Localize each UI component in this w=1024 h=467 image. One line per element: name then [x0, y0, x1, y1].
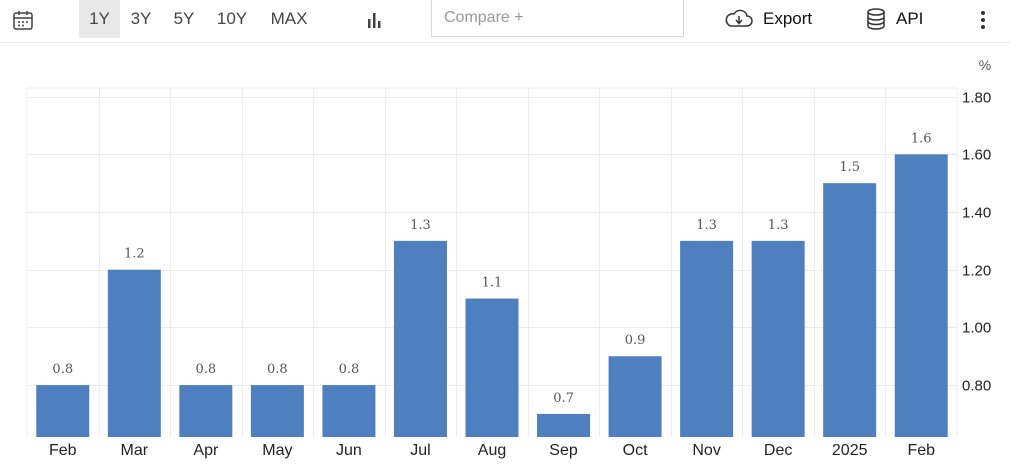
data-labels: 0.8 1.2 0.8 0.8 0.8 1.3 1.1 0.7 0.9 1.3 1.3 1.5 1.6 — [52, 131, 931, 406]
y-tick-label: 1.00 — [962, 320, 991, 337]
x-tick-label: 2025 — [832, 442, 868, 459]
data-label: 1.1 — [482, 276, 503, 291]
x-tick-label: Jun — [336, 442, 362, 459]
bar[interactable] — [894, 154, 948, 437]
calendar-icon[interactable] — [8, 6, 38, 34]
data-label: 0.8 — [52, 362, 73, 377]
y-axis: 0.80 1.00 1.20 1.40 1.60 1.80 — [962, 90, 991, 395]
y-tick-label: 1.40 — [962, 205, 991, 222]
x-tick-label: May — [262, 442, 292, 459]
x-tick-label: Apr — [193, 442, 219, 459]
data-label: 1.6 — [911, 131, 932, 146]
y-tick-label: 1.60 — [962, 147, 991, 164]
y-axis-unit: % — [979, 57, 991, 73]
range-5y-button[interactable]: 5Y — [173, 9, 195, 28]
x-tick-label: Aug — [478, 442, 506, 459]
x-axis: Feb Mar Apr May Jun Jul Aug Sep Oct Nov Dec 2025 Feb — [49, 442, 935, 459]
bar[interactable] — [179, 385, 233, 437]
bar[interactable] — [107, 269, 161, 437]
data-label: 0.7 — [553, 391, 574, 406]
bar[interactable] — [36, 385, 90, 437]
bars — [36, 154, 948, 437]
data-label: 0.8 — [267, 362, 288, 377]
toolbar-divider — [0, 42, 1010, 43]
range-10y-button[interactable]: 10Y — [216, 9, 248, 28]
range-1y-button[interactable]: 1Y — [79, 0, 120, 38]
bar[interactable] — [680, 240, 734, 437]
bar[interactable] — [537, 413, 591, 437]
bar[interactable] — [751, 240, 805, 437]
x-tick-label: Nov — [692, 442, 720, 459]
export-label: Export — [763, 9, 813, 28]
bar-chart-icon[interactable] — [360, 6, 388, 34]
bar[interactable] — [250, 385, 304, 437]
x-tick-label: Jul — [410, 442, 430, 459]
data-label: 1.3 — [696, 218, 717, 233]
bar[interactable] — [608, 356, 662, 437]
y-tick-label: 0.80 — [962, 378, 991, 395]
more-vertical-icon[interactable] — [970, 6, 996, 34]
data-label: 1.5 — [839, 160, 860, 175]
data-label: 0.8 — [196, 362, 217, 377]
export-button[interactable]: Export — [723, 0, 812, 38]
bar[interactable] — [823, 183, 877, 437]
bar[interactable] — [465, 298, 519, 437]
x-tick-label: Mar — [121, 442, 149, 459]
api-button[interactable]: API — [864, 0, 923, 38]
x-tick-label: Feb — [907, 442, 935, 459]
x-tick-label: Dec — [764, 442, 792, 459]
data-label: 1.3 — [768, 218, 789, 233]
range-3y-button[interactable]: 3Y — [130, 9, 152, 28]
bar[interactable] — [393, 240, 447, 437]
y-tick-label: 1.80 — [962, 90, 991, 107]
x-tick-label: Sep — [549, 442, 578, 459]
x-tick-label: Oct — [623, 442, 648, 459]
chart-toolbar: 1Y 3Y 5Y 10Y MAX Export — [0, 0, 1024, 40]
data-label: 0.9 — [625, 333, 646, 348]
range-max-button[interactable]: MAX — [270, 9, 308, 28]
data-label: 1.2 — [124, 247, 145, 262]
api-label: API — [896, 9, 924, 28]
data-label: 1.3 — [410, 218, 431, 233]
compare-input[interactable] — [431, 0, 684, 37]
database-icon — [864, 7, 888, 31]
bar[interactable] — [322, 385, 376, 437]
data-label: 0.8 — [339, 362, 360, 377]
y-tick-label: 1.20 — [962, 263, 991, 280]
cloud-download-icon — [723, 7, 755, 31]
x-tick-label: Feb — [49, 442, 77, 459]
